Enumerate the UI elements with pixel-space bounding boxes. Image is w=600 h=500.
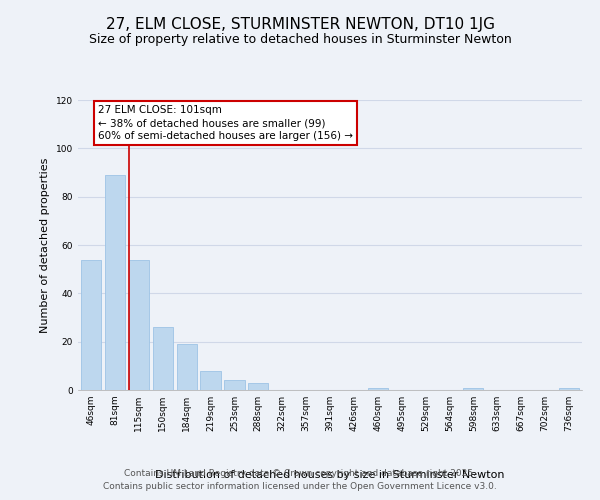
Bar: [176, 344, 197, 390]
Bar: [129, 260, 149, 390]
Bar: [368, 388, 388, 390]
Bar: [248, 383, 268, 390]
Bar: [559, 388, 579, 390]
Text: Size of property relative to detached houses in Sturminster Newton: Size of property relative to detached ho…: [89, 32, 511, 46]
Bar: [200, 370, 221, 390]
Text: 27, ELM CLOSE, STURMINSTER NEWTON, DT10 1JG: 27, ELM CLOSE, STURMINSTER NEWTON, DT10 …: [106, 18, 494, 32]
Bar: [105, 175, 125, 390]
Bar: [224, 380, 245, 390]
Bar: [81, 260, 101, 390]
Text: 27 ELM CLOSE: 101sqm
← 38% of detached houses are smaller (99)
60% of semi-detac: 27 ELM CLOSE: 101sqm ← 38% of detached h…: [98, 105, 353, 141]
Text: Contains HM Land Registry data © Crown copyright and database right 2025.
Contai: Contains HM Land Registry data © Crown c…: [103, 470, 497, 491]
X-axis label: Distribution of detached houses by size in Sturminster Newton: Distribution of detached houses by size …: [155, 470, 505, 480]
Bar: [152, 327, 173, 390]
Y-axis label: Number of detached properties: Number of detached properties: [40, 158, 50, 332]
Bar: [463, 388, 484, 390]
